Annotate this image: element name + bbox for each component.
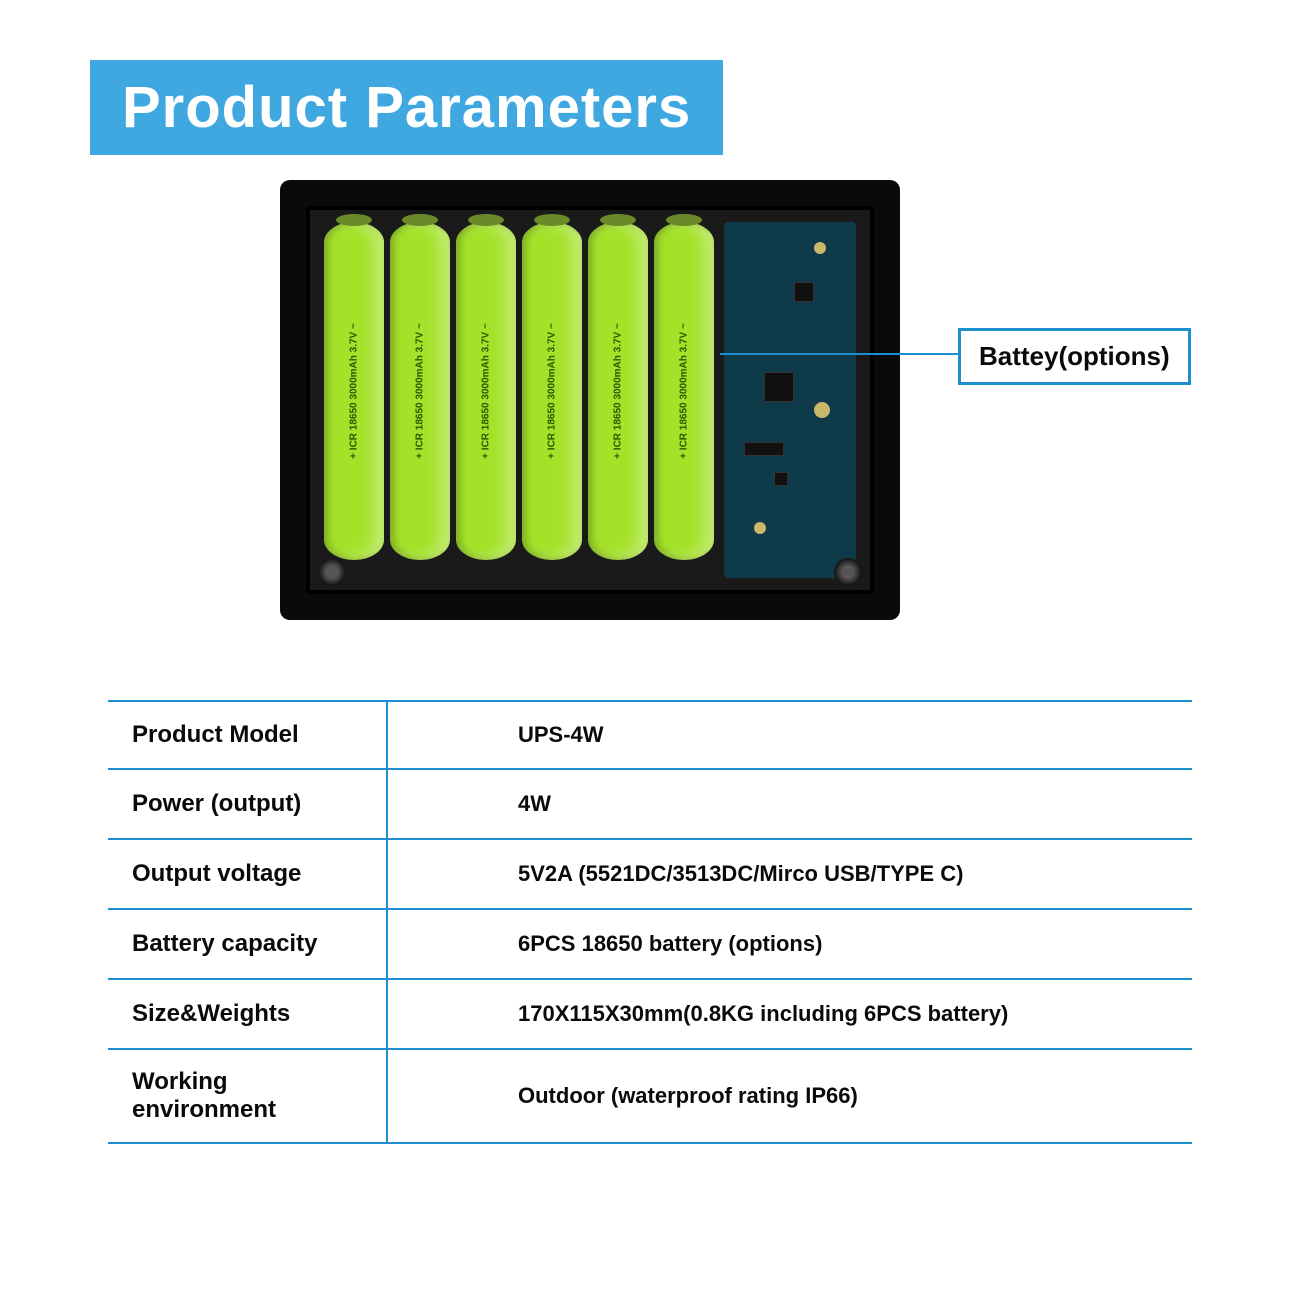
param-value: 170X115X30mm(0.8KG including 6PCS batter… <box>388 983 1192 1045</box>
callout-box: Battey(options) <box>958 328 1191 385</box>
pcb-board <box>724 222 856 578</box>
param-label: Size&Weights <box>108 980 388 1048</box>
pcb-pad <box>814 402 830 418</box>
battery-cell: + ICR 18650 3000mAh 3.7V − <box>456 222 516 560</box>
battery-label: + ICR 18650 3000mAh 3.7V − <box>547 323 558 459</box>
pcb-pad <box>814 242 826 254</box>
table-row: Output voltage 5V2A (5521DC/3513DC/Mirco… <box>108 840 1192 910</box>
param-value: Outdoor (waterproof rating IP66) <box>388 1065 1192 1127</box>
battery-cell: + ICR 18650 3000mAh 3.7V − <box>390 222 450 560</box>
param-label: Power (output) <box>108 770 388 838</box>
table-row: Power (output) 4W <box>108 770 1192 840</box>
param-value: 5V2A (5521DC/3513DC/Mirco USB/TYPE C) <box>388 843 1192 905</box>
table-row: Product Model UPS-4W <box>108 700 1192 770</box>
battery-cell: + ICR 18650 3000mAh 3.7V − <box>324 222 384 560</box>
battery-label: + ICR 18650 3000mAh 3.7V − <box>349 323 360 459</box>
pcb-chip <box>744 442 784 456</box>
table-row: Working environment Outdoor (waterproof … <box>108 1050 1192 1144</box>
param-label: Product Model <box>108 702 388 768</box>
table-row: Size&Weights 170X115X30mm(0.8KG includin… <box>108 980 1192 1050</box>
product-image: + ICR 18650 3000mAh 3.7V − + ICR 18650 3… <box>280 180 900 620</box>
param-label: Working environment <box>108 1050 388 1142</box>
battery-group: + ICR 18650 3000mAh 3.7V − + ICR 18650 3… <box>324 222 714 560</box>
parameters-table: Product Model UPS-4W Power (output) 4W O… <box>108 700 1192 1144</box>
screw <box>318 558 346 586</box>
pcb-pad <box>754 522 766 534</box>
pcb-chip <box>774 472 788 486</box>
battery-cell: + ICR 18650 3000mAh 3.7V − <box>588 222 648 560</box>
battery-label: + ICR 18650 3000mAh 3.7V − <box>613 323 624 459</box>
battery-label: + ICR 18650 3000mAh 3.7V − <box>481 323 492 459</box>
param-value: 4W <box>388 773 1192 835</box>
battery-label: + ICR 18650 3000mAh 3.7V − <box>679 323 690 459</box>
param-value: UPS-4W <box>388 704 1192 766</box>
battery-label: + ICR 18650 3000mAh 3.7V − <box>415 323 426 459</box>
param-value: 6PCS 18650 battery (options) <box>388 913 1192 975</box>
pcb-chip <box>764 372 794 402</box>
title-banner: Product Parameters <box>90 60 723 155</box>
callout-line <box>720 353 960 355</box>
table-row: Battery capacity 6PCS 18650 battery (opt… <box>108 910 1192 980</box>
param-label: Battery capacity <box>108 910 388 978</box>
screw <box>834 558 862 586</box>
battery-cell: + ICR 18650 3000mAh 3.7V − <box>522 222 582 560</box>
callout-label: Battey(options) <box>979 341 1170 371</box>
battery-cell: + ICR 18650 3000mAh 3.7V − <box>654 222 714 560</box>
pcb-chip <box>794 282 814 302</box>
case-inner: + ICR 18650 3000mAh 3.7V − + ICR 18650 3… <box>306 206 874 594</box>
param-label: Output voltage <box>108 840 388 908</box>
